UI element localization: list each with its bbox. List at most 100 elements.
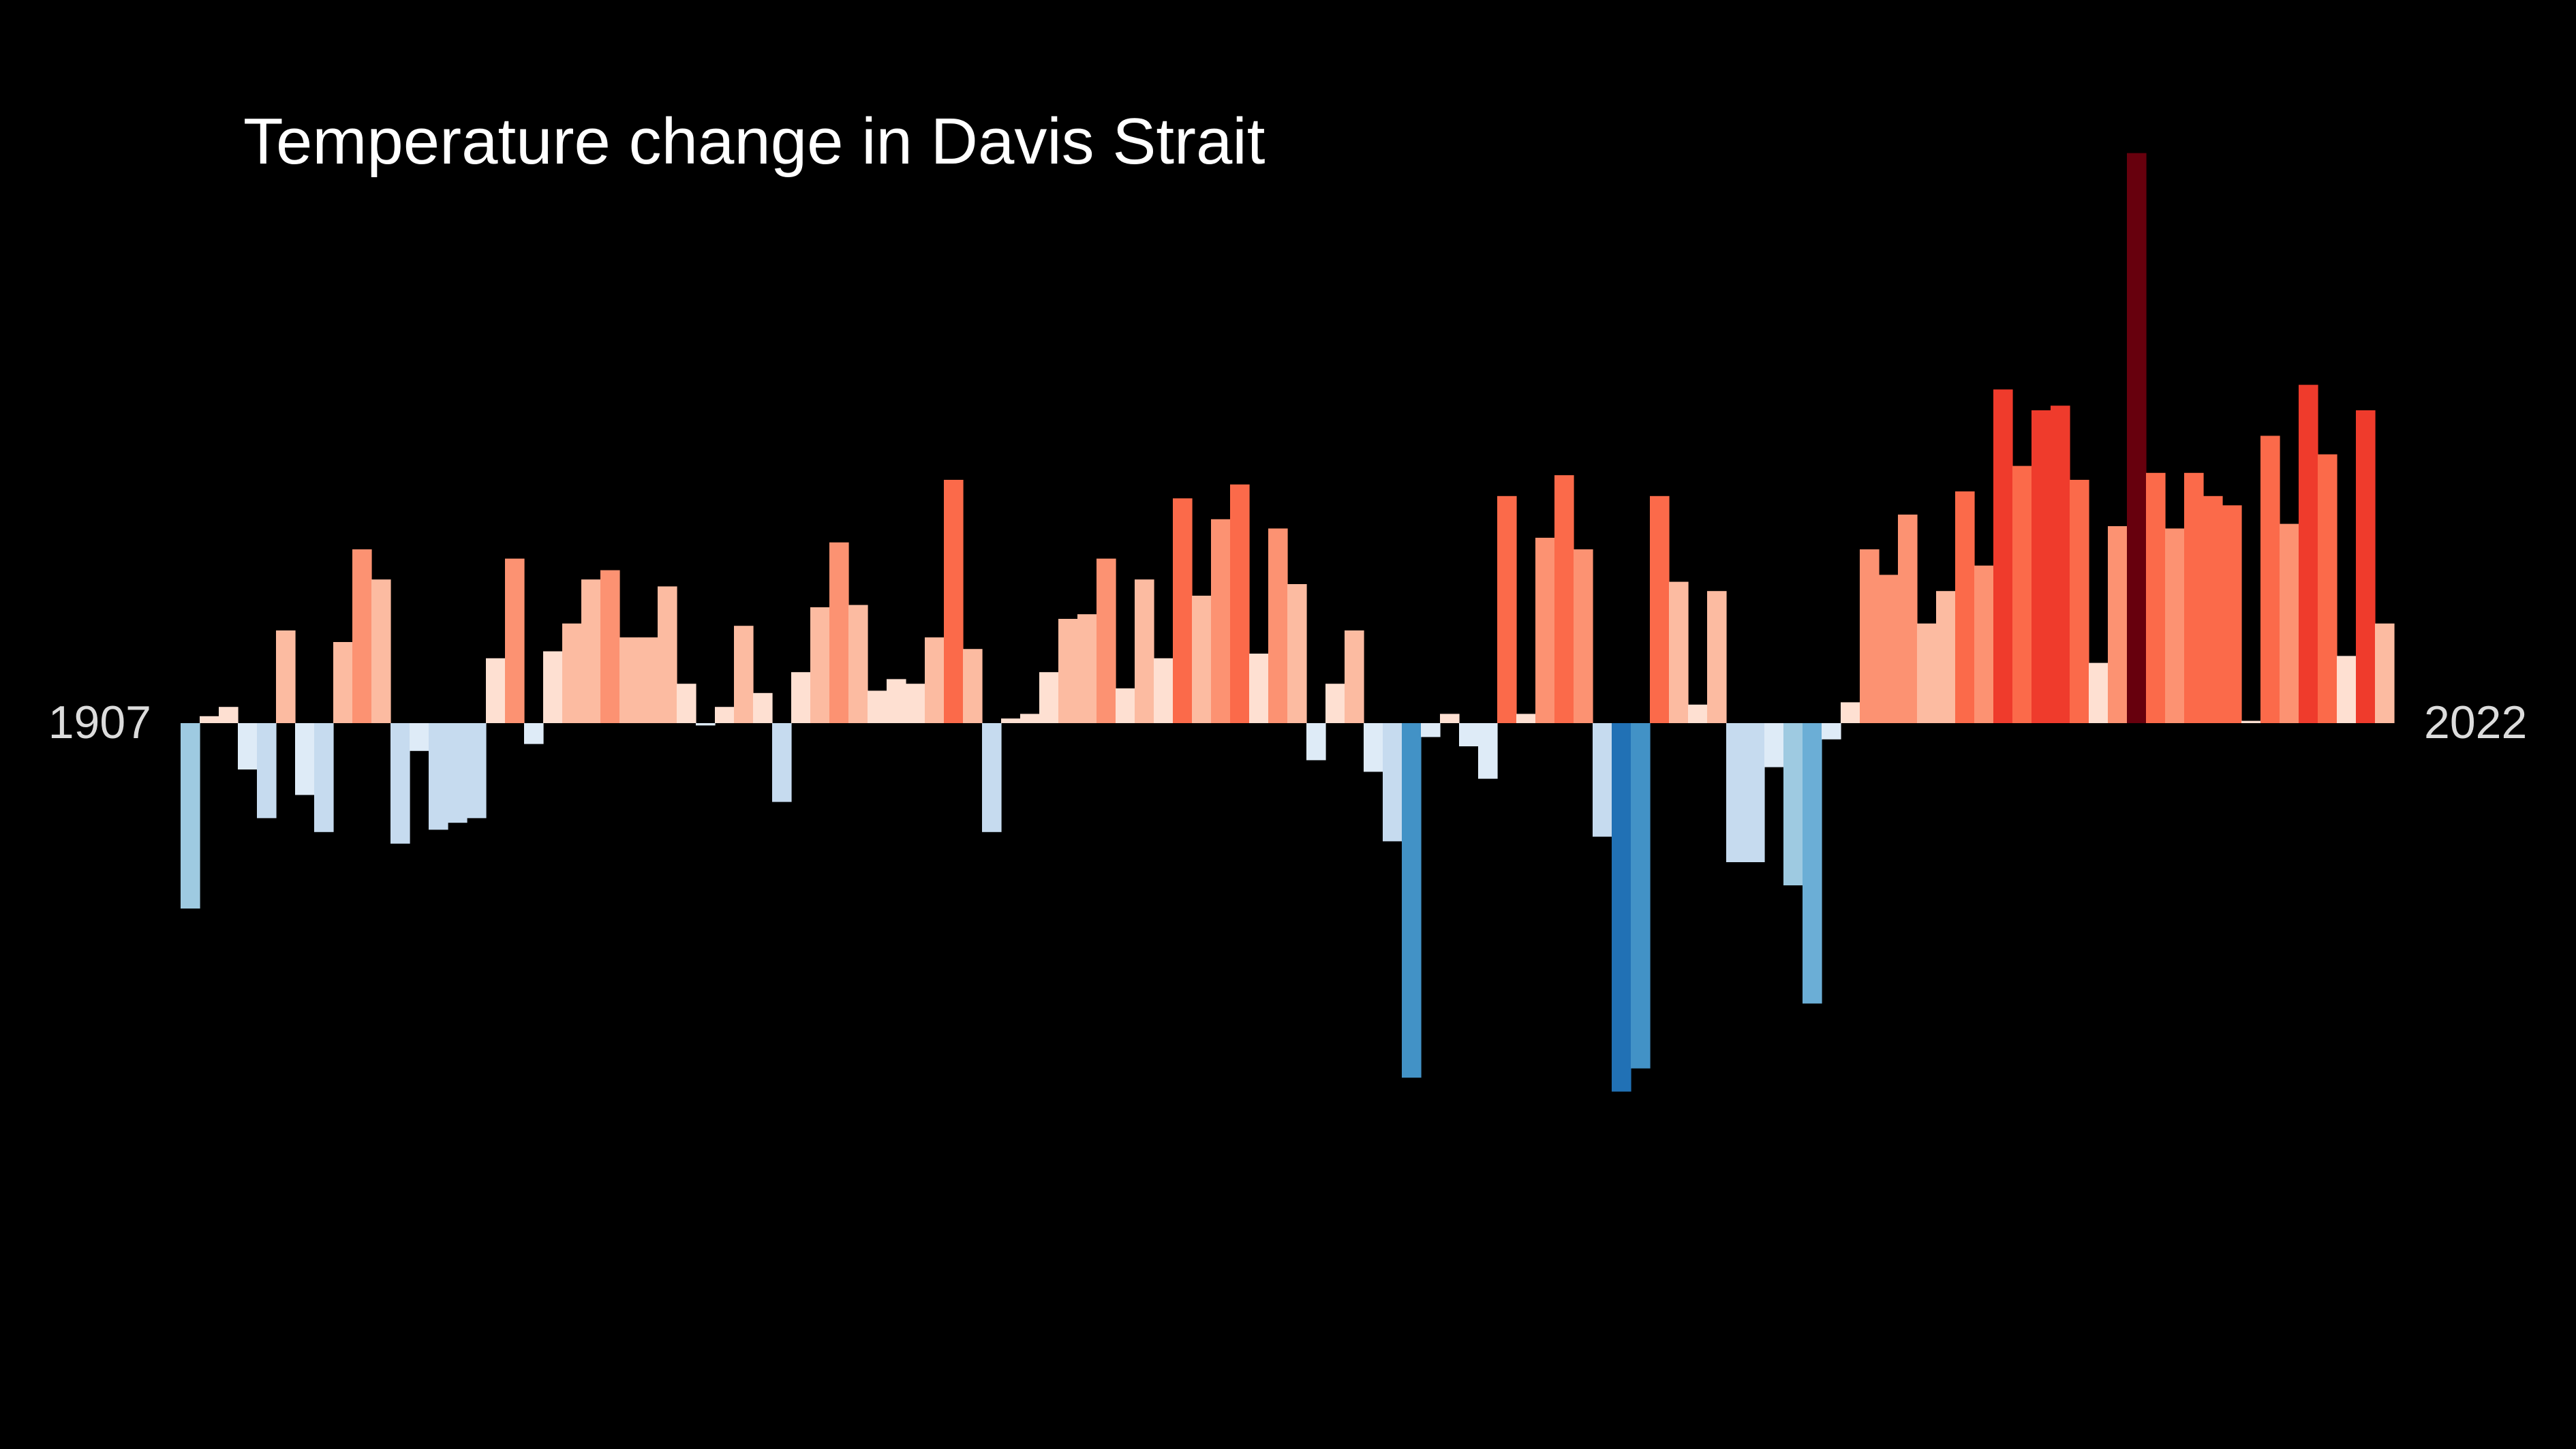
bar-1988: [1726, 723, 1746, 862]
bar-1919: [410, 723, 429, 751]
end-year-label: 2022: [2424, 697, 2527, 748]
bar-1998: [1917, 623, 1937, 723]
bar-1942: [848, 605, 868, 723]
bar-1952: [1039, 672, 1059, 723]
bar-1965: [1287, 584, 1307, 723]
bar-1918: [390, 723, 410, 844]
bar-1907: [181, 723, 200, 909]
bar-2020: [2337, 656, 2357, 723]
bar-2001: [1974, 565, 1994, 723]
bar-2013: [2203, 495, 2223, 723]
bar-2015: [2241, 720, 2261, 723]
bar-1927: [562, 623, 582, 723]
bar-1915: [333, 642, 353, 723]
bar-1976: [1497, 495, 1517, 723]
bar-2021: [2356, 410, 2376, 723]
bar-2004: [2031, 410, 2051, 723]
bar-1956: [1116, 688, 1135, 723]
bar-1924: [505, 558, 525, 723]
bar-1936: [734, 626, 754, 723]
bar-1943: [868, 690, 887, 723]
bar-1969: [1364, 723, 1383, 772]
bar-1979: [1554, 475, 1574, 723]
bar-1934: [696, 723, 716, 726]
bar-1994: [1841, 702, 1860, 723]
bar-1957: [1135, 579, 1154, 723]
bar-1959: [1173, 498, 1193, 723]
bars-group: [181, 153, 2395, 1092]
bar-1981: [1593, 723, 1612, 837]
bar-1908: [200, 716, 219, 723]
bar-2005: [2051, 406, 2070, 723]
bar-2014: [2222, 505, 2242, 723]
bar-1948: [963, 649, 983, 723]
bar-1983: [1631, 723, 1651, 1069]
bar-2022: [2375, 623, 2395, 723]
chart-title: Temperature change in Davis Strait: [243, 105, 1265, 178]
bar-1941: [829, 542, 849, 723]
bar-1984: [1650, 495, 1670, 723]
bar-1935: [715, 707, 735, 723]
bar-1990: [1764, 723, 1784, 767]
bar-1929: [600, 570, 620, 723]
bar-2003: [2012, 466, 2032, 723]
bar-1926: [543, 651, 563, 723]
bar-1916: [352, 549, 372, 723]
bar-1937: [753, 692, 773, 723]
bar-1991: [1783, 723, 1803, 885]
bar-1996: [1879, 575, 1899, 723]
bar-1925: [524, 723, 544, 744]
bar-1940: [810, 607, 830, 723]
bar-2019: [2318, 454, 2337, 723]
bar-2008: [2108, 526, 2128, 723]
bar-1967: [1325, 684, 1345, 723]
bar-1978: [1535, 538, 1555, 723]
bar-1917: [371, 579, 391, 723]
bar-1920: [429, 723, 448, 830]
bar-1961: [1211, 519, 1231, 723]
bar-1944: [887, 679, 906, 723]
bar-1911: [257, 723, 277, 819]
bar-1914: [314, 723, 334, 832]
bar-1958: [1154, 658, 1174, 723]
bar-2006: [2070, 480, 2089, 723]
bar-1945: [906, 684, 925, 723]
bar-1986: [1688, 704, 1708, 723]
bar-2017: [2280, 523, 2299, 723]
bar-1962: [1230, 484, 1250, 723]
bar-1982: [1612, 723, 1631, 1092]
bar-1964: [1268, 528, 1288, 723]
bar-2018: [2299, 384, 2318, 723]
bar-1960: [1192, 596, 1212, 723]
bar-1921: [448, 723, 467, 823]
bar-1946: [925, 637, 945, 723]
bar-1913: [295, 723, 315, 795]
bar-1985: [1669, 581, 1689, 723]
bar-1951: [1020, 714, 1040, 723]
bar-1974: [1459, 723, 1479, 746]
bar-1977: [1516, 714, 1536, 723]
bar-1950: [1001, 718, 1021, 723]
bar-1910: [238, 723, 258, 769]
bar-1975: [1478, 723, 1498, 779]
bar-1953: [1058, 619, 1078, 723]
bar-1980: [1574, 549, 1593, 723]
bar-1966: [1306, 723, 1326, 761]
bar-1931: [639, 637, 658, 723]
bar-1972: [1421, 723, 1441, 737]
bar-1955: [1097, 558, 1116, 723]
bar-1970: [1383, 723, 1402, 842]
bar-2009: [2127, 153, 2147, 724]
bar-1968: [1345, 630, 1364, 723]
bar-1947: [944, 480, 964, 723]
bar-1992: [1803, 723, 1822, 1004]
bar-2002: [1993, 389, 2013, 723]
bar-1933: [677, 684, 696, 723]
bar-2012: [2184, 472, 2204, 723]
bar-2011: [2165, 528, 2185, 723]
bar-1939: [791, 672, 811, 723]
bar-1971: [1402, 723, 1422, 1078]
bar-1922: [467, 723, 487, 819]
